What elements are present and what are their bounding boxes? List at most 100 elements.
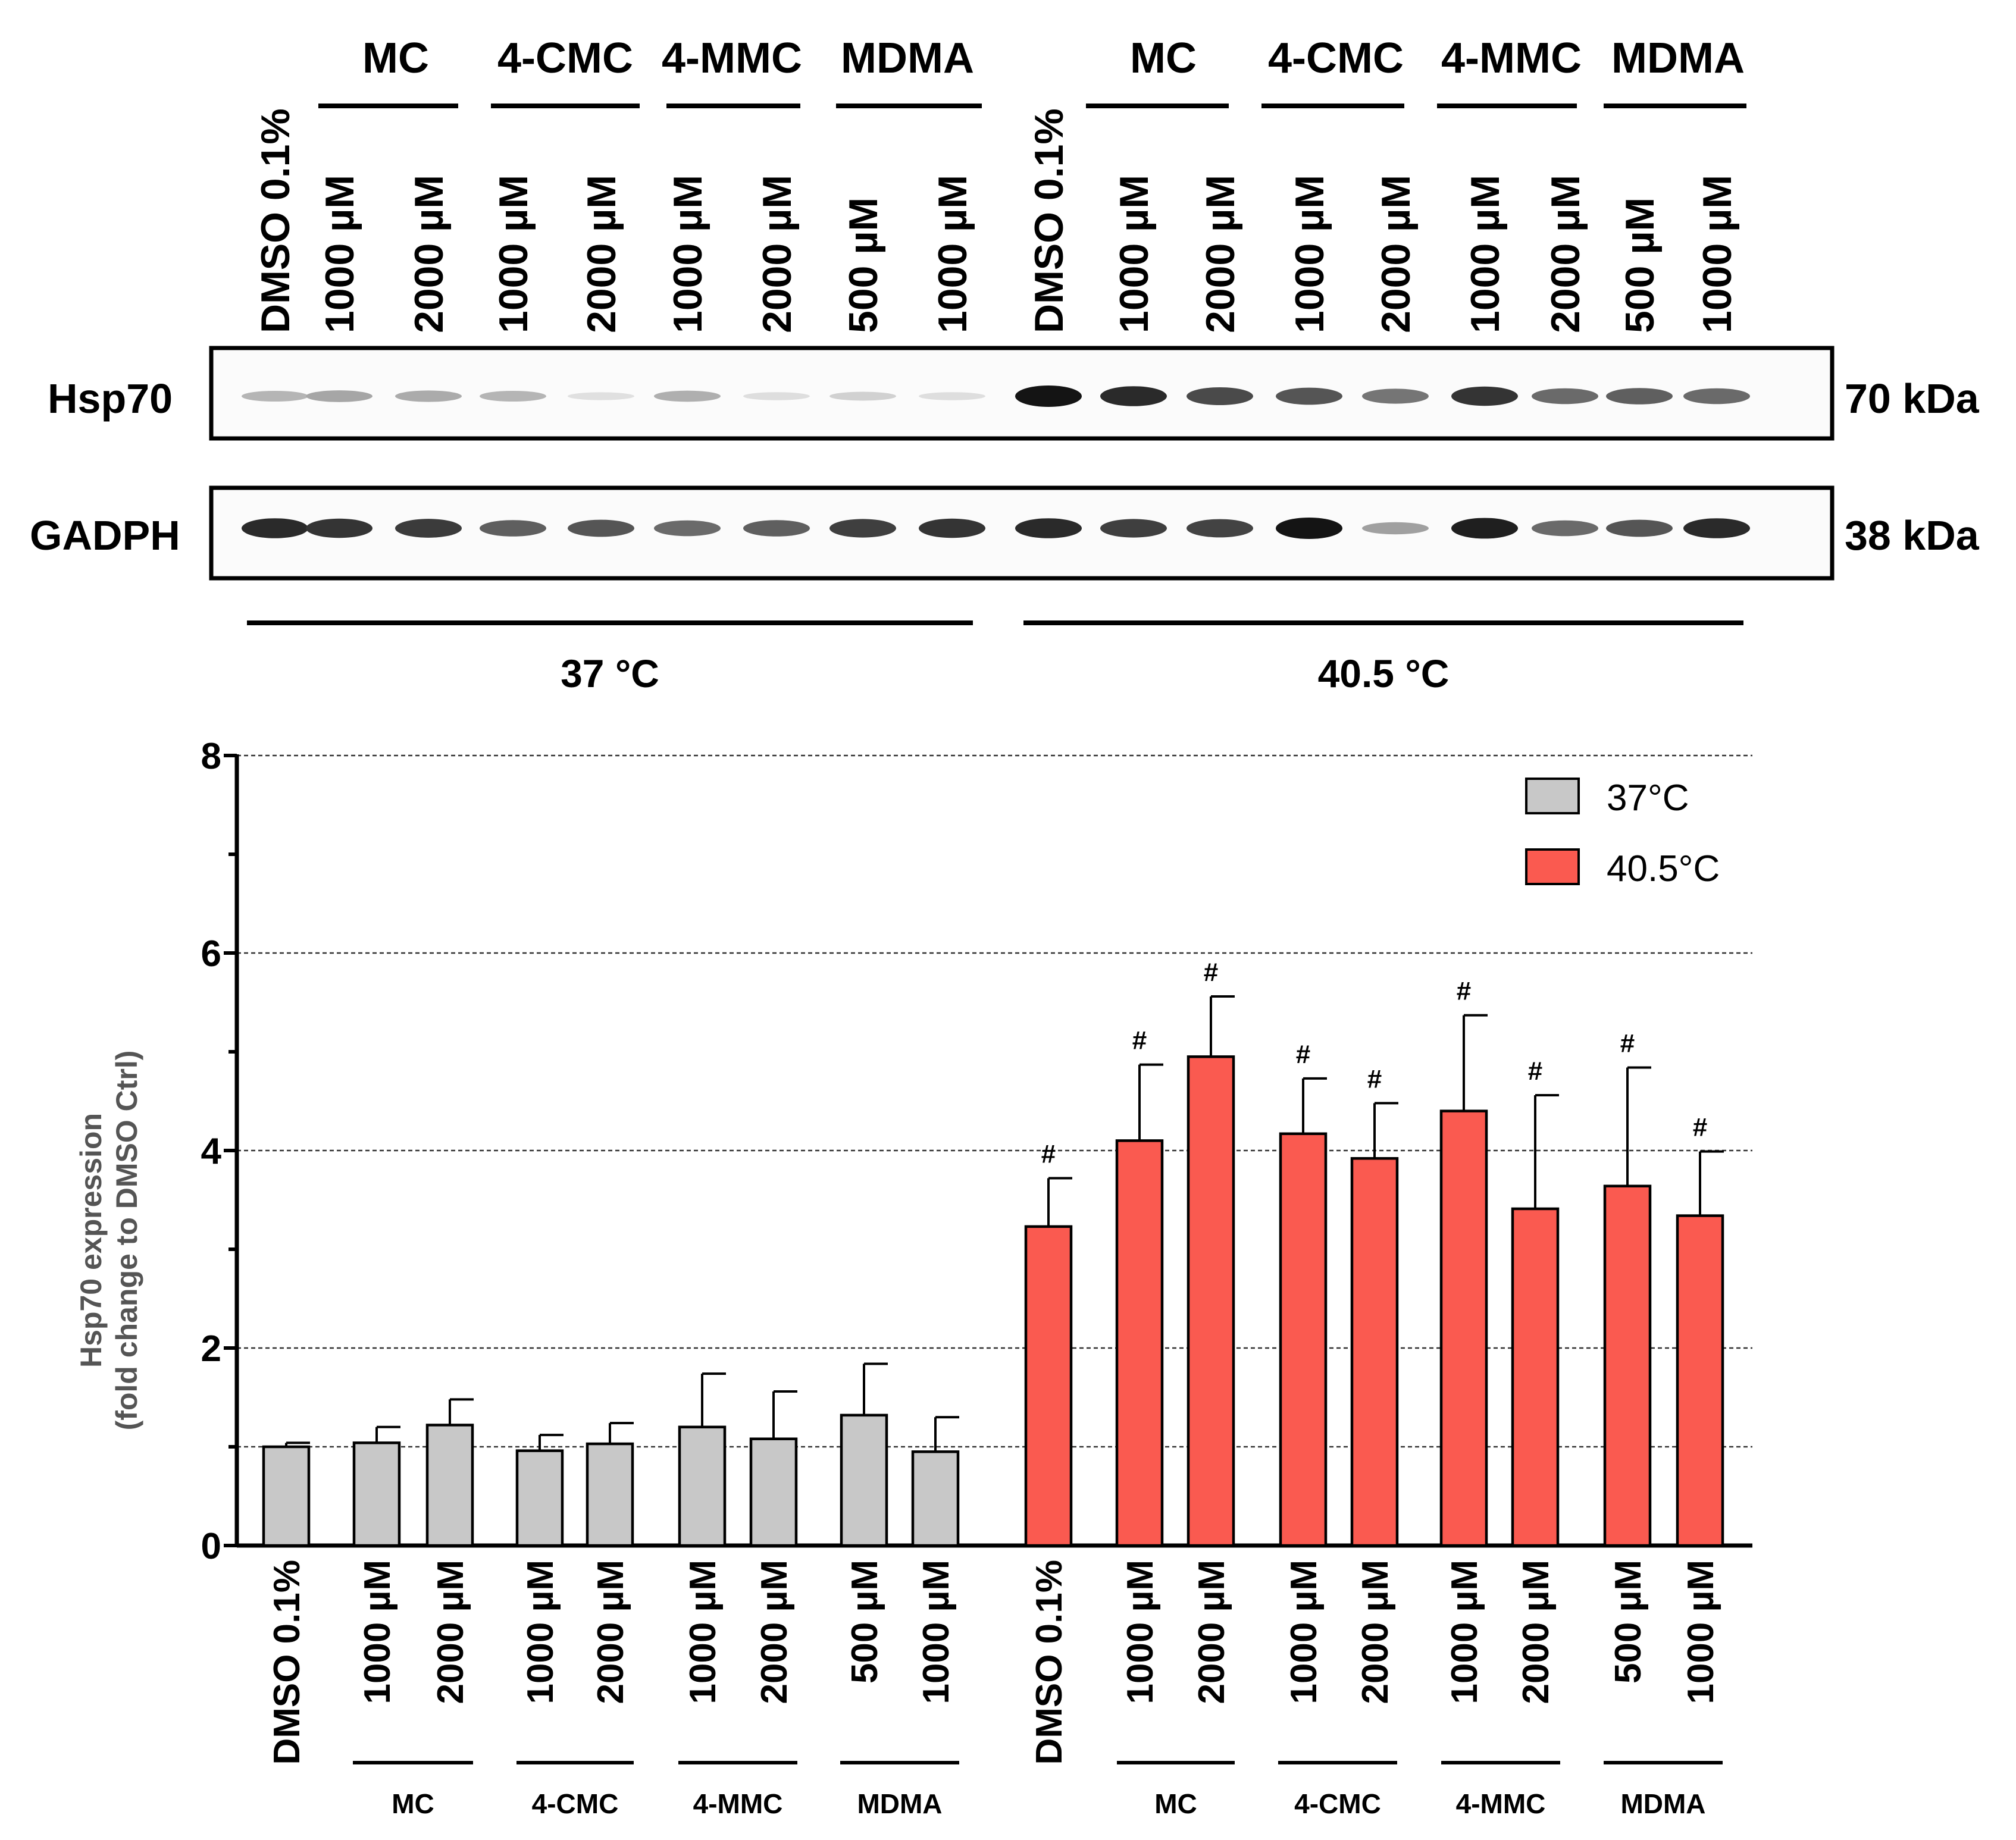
- blot-lane-label: 1000 µM: [665, 175, 710, 333]
- temp-405-label: 40.5 °C: [1318, 651, 1450, 695]
- blot-lane-label: DMSO 0.1%: [1026, 108, 1072, 333]
- x-tick-label: 1000 µM: [1680, 1560, 1721, 1704]
- blot-band: [242, 391, 308, 402]
- hsp70-size-label: 70 kDa: [1845, 375, 1980, 422]
- western-blot-panel: DMSO 0.1% 1000 µM 2000 µM 1000 µM 2000 µM 100…: [30, 35, 1980, 695]
- blot-lane-label: 500 µM: [1617, 198, 1663, 333]
- x-group-label: MC: [1154, 1788, 1197, 1819]
- blot-band: [480, 391, 546, 402]
- blot-lane-label: 2000 µM: [406, 175, 452, 333]
- blot-band: [242, 518, 308, 538]
- blot-group-label: 4-MMC: [662, 35, 802, 82]
- blot-lane-label: 1000 µM: [1112, 175, 1157, 333]
- blot-band: [743, 520, 810, 537]
- bar: [352, 1441, 401, 1547]
- blot-band: [829, 519, 896, 538]
- significance-marker: #: [1693, 1113, 1707, 1142]
- x-tick-label: DMSO 0.1%: [1029, 1560, 1070, 1765]
- blot-lane-label: 2000 µM: [579, 175, 624, 333]
- y-axis: 0 2 4 6 8: [201, 736, 1752, 1567]
- blot-lane-label: 2000 µM: [1373, 175, 1419, 333]
- legend-label-405: 40.5°C: [1607, 848, 1720, 889]
- blot-lane-label: 1000 µM: [1287, 175, 1332, 333]
- x-tick-label: DMSO 0.1%: [267, 1560, 308, 1765]
- x-tick-label: 1000 µM: [683, 1560, 724, 1704]
- chart-bars: # # # # # # # # #: [262, 958, 1724, 1547]
- blot-band: [1606, 519, 1673, 537]
- blot-group-label: MDMA: [1611, 35, 1745, 82]
- legend-swatch-405: [1525, 848, 1580, 885]
- temp-37-label: 37 °C: [561, 651, 659, 695]
- bar: [911, 1450, 960, 1547]
- x-tick-label: 2000 µM: [1191, 1560, 1232, 1704]
- blot-band: [1015, 518, 1082, 538]
- x-tick-label: 500 µM: [1608, 1560, 1649, 1684]
- x-tick-label: 500 µM: [844, 1560, 885, 1684]
- significance-marker: #: [1296, 1040, 1310, 1069]
- bar: [262, 1445, 311, 1547]
- bar: [1511, 1207, 1560, 1547]
- blot-band: [1683, 518, 1750, 538]
- x-group-label: MDMA: [857, 1788, 942, 1819]
- blot-lane-label: 1000 µM: [1463, 175, 1508, 333]
- blot-group-label: MDMA: [841, 35, 974, 82]
- bar: [1676, 1214, 1724, 1547]
- bar: [1115, 1139, 1164, 1547]
- blot-band: [480, 520, 546, 537]
- x-group-label: MDMA: [1620, 1788, 1705, 1819]
- x-tick-label: 2000 µM: [590, 1560, 631, 1704]
- x-group-label: 4-CMC: [1294, 1788, 1381, 1819]
- blot-band: [1451, 518, 1518, 539]
- blot-band: [1187, 387, 1253, 405]
- hsp70-bar-chart: 0 2 4 6 8 # # # # # # # # # DMSO 0.1% 1000 µM 2000 µM 1…: [74, 736, 1752, 1819]
- blot-band: [919, 518, 985, 538]
- bar: [1187, 1055, 1235, 1547]
- bar: [1603, 1184, 1652, 1547]
- bar: [749, 1437, 798, 1547]
- bar: [1350, 1157, 1399, 1547]
- blot-band: [1015, 385, 1082, 407]
- bar: [586, 1442, 634, 1547]
- x-tick-label: 1000 µM: [916, 1560, 957, 1704]
- x-tick-label: 1000 µM: [1284, 1560, 1325, 1704]
- significance-marker: #: [1528, 1057, 1542, 1086]
- blot-group-label: 4-CMC: [1268, 35, 1404, 82]
- x-tick-label: 2000 µM: [1355, 1560, 1396, 1704]
- y-tick-label: 8: [201, 736, 221, 777]
- blot-group-label: MC: [362, 35, 429, 82]
- y-tick-label: 6: [201, 933, 221, 974]
- chart-legend: 37°C 40.5°C: [1525, 778, 1720, 889]
- blot-band: [1187, 519, 1253, 538]
- significance-marker: #: [1620, 1029, 1635, 1058]
- bar: [1024, 1225, 1073, 1547]
- blot-band: [1683, 388, 1750, 405]
- legend-label-37: 37°C: [1607, 778, 1689, 819]
- x-axis-labels: DMSO 0.1% 1000 µM 2000 µM 1000 µM 2000 µM 100…: [267, 1560, 1723, 1819]
- y-axis-title-line2: (fold change to DMSO Ctrl): [110, 1051, 143, 1431]
- gadph-size-label: 38 kDa: [1845, 512, 1980, 559]
- blot-band: [306, 390, 372, 402]
- x-tick-label: 1000 µM: [520, 1560, 561, 1704]
- blot-lane-label: 2000 µM: [755, 175, 800, 333]
- blot-band: [1362, 388, 1429, 404]
- blot-band: [568, 519, 634, 537]
- bar: [840, 1413, 888, 1547]
- significance-marker: #: [1132, 1026, 1147, 1055]
- blot-band: [1532, 388, 1598, 405]
- x-group-label: 4-MMC: [1456, 1788, 1546, 1819]
- significance-marker: #: [1041, 1139, 1056, 1168]
- bar: [425, 1424, 474, 1547]
- blot-lane-label: DMSO 0.1%: [253, 108, 298, 333]
- x-group-label: MC: [392, 1788, 434, 1819]
- y-tick-label: 2: [201, 1328, 221, 1369]
- blot-band: [1451, 386, 1518, 406]
- bar: [515, 1449, 564, 1547]
- blot-lane-headers: DMSO 0.1% 1000 µM 2000 µM 1000 µM 2000 µM 100…: [253, 35, 1746, 333]
- bar: [1439, 1109, 1488, 1547]
- y-axis-title-line1: Hsp70 expression: [74, 1113, 108, 1368]
- blot-band: [395, 390, 462, 402]
- blot-band: [568, 392, 634, 400]
- blot-band: [395, 519, 462, 538]
- significance-marker: #: [1367, 1064, 1382, 1093]
